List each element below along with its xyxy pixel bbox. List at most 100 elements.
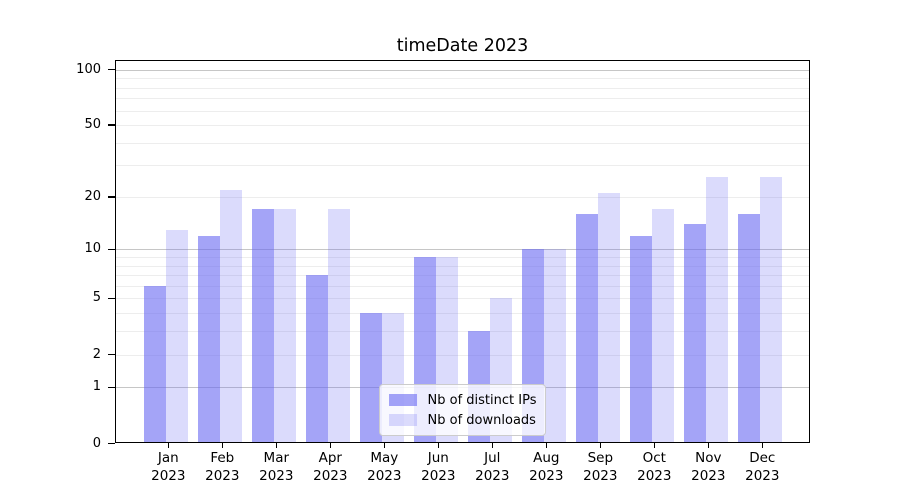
x-tick-label-month: May	[370, 450, 399, 466]
gridline-minor	[115, 142, 810, 144]
x-tick-label-month: Nov	[695, 450, 722, 466]
x-tick-label-month: Dec	[749, 450, 776, 466]
gridline-minor	[115, 125, 810, 127]
gridline-major	[115, 69, 810, 71]
y-tick	[108, 68, 115, 71]
y-tick	[108, 386, 115, 389]
x-tick-label-year: 2023	[367, 468, 402, 484]
legend-item: Nb of distinct IPs	[388, 390, 536, 410]
x-tick	[221, 443, 224, 448]
x-tick-label-year: 2023	[313, 468, 348, 484]
x-tick-label-year: 2023	[637, 468, 672, 484]
y-tick	[108, 353, 115, 356]
bar-downloads	[544, 249, 567, 443]
gridline-minor	[115, 354, 810, 356]
x-tick	[437, 443, 440, 448]
legend-item: Nb of downloads	[388, 410, 537, 430]
x-tick-label: Sep 2023	[572, 449, 628, 485]
gridline-minor	[115, 313, 810, 315]
y-tick-label: 20	[84, 188, 101, 204]
gridline-minor	[115, 110, 810, 112]
bar-distinct-ips	[306, 275, 329, 443]
legend-label: Nb of downloads	[427, 412, 536, 428]
x-tick-label: Nov 2023	[680, 449, 736, 485]
plot-area: Nb of distinct IPs Nb of downloads	[115, 60, 810, 443]
bar-distinct-ips	[684, 224, 707, 443]
gridline-minor	[115, 256, 810, 258]
x-tick	[761, 443, 764, 448]
gridline-minor	[115, 285, 810, 287]
gridline-minor	[115, 331, 810, 333]
x-tick-label: Aug 2023	[518, 449, 574, 485]
gridline-minor	[115, 78, 810, 80]
bar-downloads	[706, 176, 729, 443]
y-tick-label: 1	[92, 379, 101, 395]
gridline-minor	[115, 298, 810, 300]
gridline-minor	[115, 87, 810, 89]
y-tick-label: 100	[76, 61, 101, 77]
gridline-minor	[115, 275, 810, 277]
x-tick	[491, 443, 494, 448]
x-tick	[599, 443, 602, 448]
bar-downloads	[598, 193, 621, 443]
x-tick-label: Jun 2023	[410, 449, 466, 485]
x-tick	[275, 443, 278, 448]
x-tick-label-year: 2023	[691, 468, 726, 484]
x-tick-label-month: Jan	[157, 450, 179, 466]
x-tick-label: Mar 2023	[248, 449, 304, 485]
bar-downloads	[328, 209, 351, 443]
bar-distinct-ips	[144, 285, 167, 443]
x-tick-label-year: 2023	[529, 468, 564, 484]
y-tick	[108, 196, 115, 198]
x-tick-label-year: 2023	[259, 468, 294, 484]
gridline-minor	[115, 165, 810, 167]
bar-downloads	[274, 209, 297, 443]
x-tick-label-year: 2023	[583, 468, 618, 484]
x-tick-label-month: Apr	[318, 450, 342, 466]
bar-distinct-ips	[738, 214, 761, 443]
x-tick	[329, 443, 332, 448]
bar-distinct-ips	[252, 209, 275, 443]
x-tick	[545, 443, 548, 448]
y-tick	[108, 248, 115, 251]
chart-title: timeDate 2023	[396, 36, 529, 56]
x-tick	[653, 443, 656, 448]
y-tick-label: 10	[84, 241, 101, 257]
legend-swatch	[388, 414, 417, 426]
x-tick-label-year: 2023	[745, 468, 780, 484]
x-tick-label: Oct 2023	[626, 449, 682, 485]
y-tick	[108, 124, 115, 126]
legend-swatch	[388, 394, 417, 406]
gridline-minor	[115, 196, 810, 198]
x-tick-label: Dec 2023	[734, 449, 790, 485]
x-tick-label-year: 2023	[475, 468, 510, 484]
gridline-minor	[115, 98, 810, 100]
x-tick	[707, 443, 710, 448]
x-tick-label-month: Jul	[484, 450, 501, 466]
x-tick-label-year: 2023	[421, 468, 456, 484]
x-tick-label-month: Oct	[642, 450, 666, 466]
x-tick-label: Apr 2023	[302, 449, 358, 485]
x-tick-label: Jul 2023	[464, 449, 520, 485]
x-tick-label: Feb 2023	[194, 449, 250, 485]
x-tick	[383, 443, 386, 448]
x-tick-label-month: Jun	[427, 450, 449, 466]
bar-distinct-ips	[576, 214, 599, 443]
y-tick-label: 50	[84, 117, 101, 133]
x-tick-label-month: Sep	[587, 450, 614, 466]
bar-downloads	[652, 209, 675, 443]
bar-downloads	[220, 189, 243, 443]
x-tick-label-year: 2023	[151, 468, 186, 484]
gridline-major	[115, 249, 810, 251]
y-tick	[108, 297, 115, 300]
x-tick-label: Jan 2023	[140, 449, 196, 485]
bar-distinct-ips	[360, 313, 383, 443]
gridline-minor	[115, 265, 810, 267]
y-tick-label: 5	[92, 290, 101, 306]
x-tick	[167, 443, 170, 448]
x-tick-label-month: Feb	[210, 450, 235, 466]
legend: Nb of distinct IPs Nb of downloads	[378, 384, 547, 436]
x-tick-label-year: 2023	[205, 468, 240, 484]
y-tick	[108, 442, 115, 445]
y-tick-label: 0	[92, 435, 101, 451]
